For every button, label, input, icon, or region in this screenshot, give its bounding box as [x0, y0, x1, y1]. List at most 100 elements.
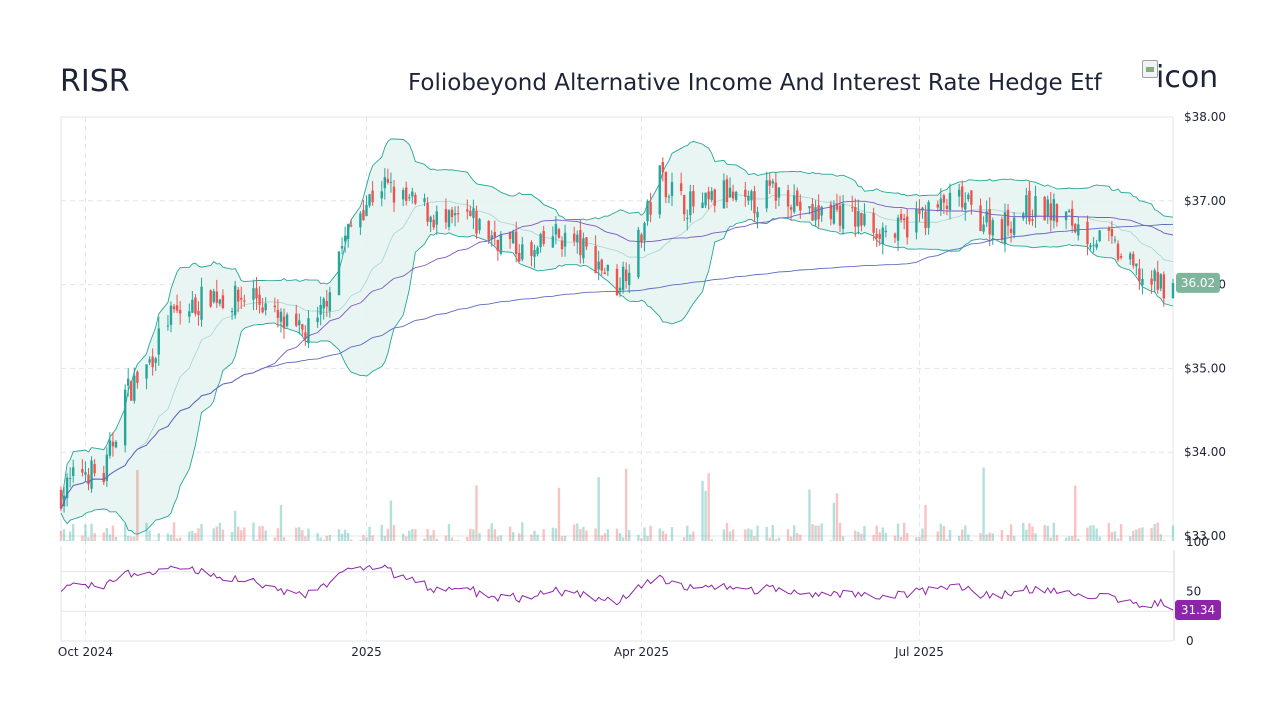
candle-body — [643, 223, 646, 241]
candle-body — [789, 207, 793, 210]
candle-body — [346, 224, 350, 240]
candle-body — [734, 192, 738, 200]
candle-body — [585, 237, 588, 247]
candle-body — [337, 251, 341, 296]
volume-bar — [1150, 527, 1153, 541]
volume-bar — [774, 539, 778, 541]
candle-body — [579, 230, 582, 256]
candle-body — [838, 205, 842, 226]
volume-bar — [542, 529, 545, 541]
volume-bar — [786, 529, 790, 541]
volume-bar — [557, 487, 561, 541]
bollinger-mid-line — [60, 193, 1174, 509]
volume-bar — [1022, 522, 1025, 541]
candle-body — [68, 477, 72, 479]
volume-bar — [276, 528, 280, 541]
candle-body — [197, 310, 200, 316]
volume-bar — [1095, 528, 1098, 541]
candle-body — [1022, 213, 1025, 219]
volume-bar — [820, 523, 823, 541]
candle-body — [765, 180, 768, 209]
volume-bar — [1052, 522, 1056, 541]
candle-body — [621, 266, 625, 291]
candle-body — [1098, 230, 1101, 242]
volume-bar — [731, 529, 735, 541]
candle-body — [689, 191, 692, 216]
volume-bar — [499, 535, 503, 541]
volume-bar — [686, 525, 689, 541]
candle-body — [1092, 245, 1095, 247]
volume-bar — [72, 523, 75, 541]
candle-body — [875, 233, 878, 239]
volume-bar — [679, 540, 683, 541]
candle-body — [340, 246, 344, 249]
candle-body — [692, 191, 695, 207]
volume-bar — [1119, 524, 1123, 541]
volume-bar — [111, 525, 115, 541]
candle-body — [600, 259, 603, 271]
candle-body — [939, 198, 943, 211]
candle-body — [774, 182, 778, 201]
volume-bar — [444, 535, 448, 541]
candle-body — [554, 224, 558, 235]
volume-bar — [1012, 535, 1016, 541]
volume-bar — [466, 536, 469, 541]
candle-body — [1086, 221, 1089, 245]
volume-bar — [1070, 535, 1074, 541]
volume-bar — [130, 536, 133, 541]
candle-body — [380, 191, 383, 199]
candle-body — [1052, 199, 1056, 221]
candle-body — [389, 181, 393, 183]
candle-body — [1006, 209, 1010, 226]
candle-body — [236, 289, 240, 302]
candle-body — [72, 467, 75, 477]
volume-bar — [747, 528, 750, 541]
candle-body — [453, 213, 457, 216]
volume-bar — [796, 533, 799, 541]
candle-body — [615, 268, 619, 296]
candle-body — [111, 441, 115, 447]
volume-bar — [808, 489, 811, 541]
candle-body — [683, 195, 686, 215]
volume-bar — [304, 536, 307, 541]
volume-bar — [835, 493, 839, 541]
volume-bar — [811, 524, 814, 541]
candle-body — [1043, 196, 1046, 221]
volume-bar — [386, 528, 390, 541]
volume-bar — [166, 533, 170, 541]
candle-body — [906, 216, 909, 238]
candle-body — [285, 314, 289, 327]
volume-bar — [447, 524, 451, 541]
candle-body — [594, 246, 597, 274]
volume-bar — [133, 536, 136, 541]
candle-body — [710, 191, 713, 200]
volume-bar — [765, 526, 768, 541]
candle-body — [985, 211, 988, 223]
volume-bar — [102, 532, 105, 541]
volume-bar — [1116, 538, 1120, 541]
volume-bar — [301, 530, 304, 541]
price-tick-label: $35.00 — [1184, 361, 1226, 375]
candle-body — [1159, 274, 1162, 289]
candle-body — [857, 211, 860, 227]
candle-body — [194, 297, 197, 314]
fund-logo-icon: icon — [1142, 60, 1222, 100]
volume-bar — [191, 530, 194, 541]
volume-bar — [628, 530, 631, 541]
volume-bar — [872, 535, 875, 541]
volume-bar — [319, 537, 322, 541]
volume-bar — [649, 525, 652, 541]
volume-bar — [362, 535, 365, 541]
volume-bar — [200, 524, 203, 541]
volume-bar — [1159, 534, 1162, 541]
candle-body — [649, 202, 652, 215]
candle-body — [1171, 282, 1175, 299]
ticker-symbol: RISR — [60, 64, 130, 99]
candle-body — [386, 178, 390, 183]
candle-body — [661, 162, 665, 173]
volume-bar — [643, 527, 646, 541]
candle-body — [704, 192, 707, 206]
volume-bar — [157, 533, 160, 541]
candle-body — [915, 208, 918, 233]
volume-bar — [1009, 524, 1013, 541]
